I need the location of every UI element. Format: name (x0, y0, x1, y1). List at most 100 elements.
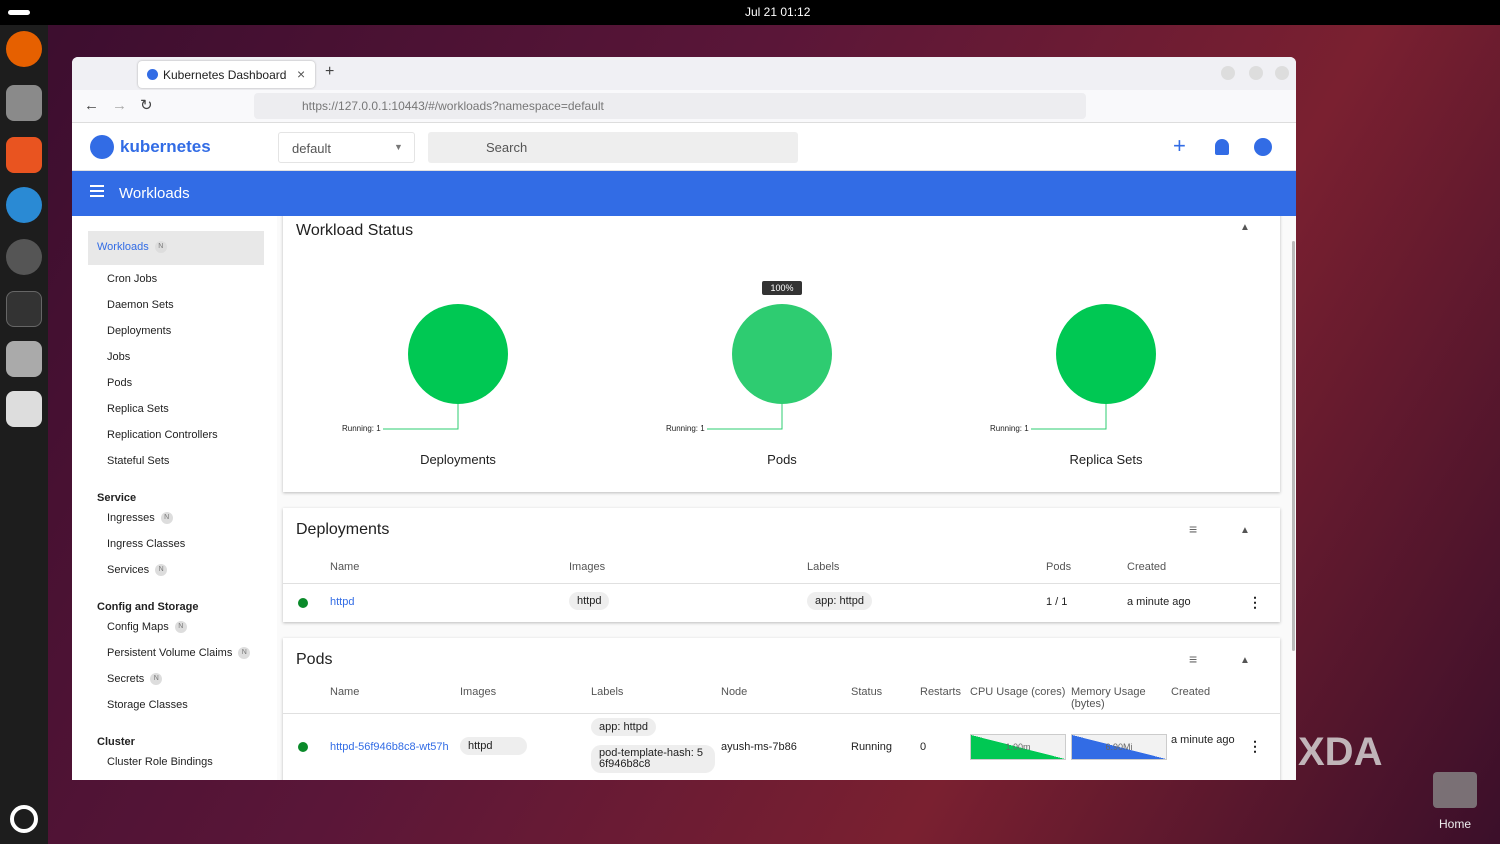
nav-item[interactable]: Config Maps N (107, 621, 187, 634)
collapse[interactable]: ▲ (1240, 222, 1250, 233)
apps-icon[interactable] (10, 805, 38, 833)
create[interactable]: + (1173, 133, 1186, 158)
nav-text[interactable]: Ingress Classes (107, 538, 186, 550)
files-icon[interactable] (6, 85, 42, 121)
more[interactable]: ⋮ (1248, 738, 1262, 754)
menu[interactable] (90, 185, 104, 187)
app-header: kubernetes default ▼ Search + (72, 123, 1296, 171)
terminal-icon[interactable] (6, 291, 42, 327)
nav-text[interactable]: Persistent Volume Claims (107, 647, 233, 659)
nav-item[interactable]: Services N (107, 564, 168, 577)
k8s-logo[interactable] (90, 135, 114, 159)
back[interactable]: ← (84, 97, 99, 114)
nav-item[interactable]: Ingress Classes (107, 538, 185, 550)
filter[interactable]: ≡ (1189, 651, 1198, 667)
new-tab[interactable]: + (325, 63, 335, 80)
nav-text[interactable]: Stateful Sets (107, 455, 170, 467)
search[interactable]: Search (486, 140, 528, 155)
url-bar[interactable]: https://127.0.0.1:10443/#/workloads?name… (254, 93, 1086, 119)
collapse[interactable]: ▲ (1240, 525, 1250, 536)
column-header[interactable]: Restarts (920, 686, 961, 698)
nav-text[interactable]: Daemon Sets (107, 299, 174, 311)
close[interactable] (1275, 66, 1289, 80)
nav-label[interactable]: Workloads N (97, 241, 167, 254)
more[interactable]: ⋮ (1248, 594, 1262, 610)
account[interactable] (1254, 138, 1272, 156)
url[interactable]: https://127.0.0.1:10443/#/workloads?name… (302, 99, 604, 113)
nav-text[interactable]: Deployments (107, 325, 172, 337)
namespace[interactable]: default (292, 141, 332, 156)
column-header[interactable]: Pods (1046, 561, 1072, 573)
nav-text[interactable]: Replication Controllers (107, 429, 218, 441)
nav-text[interactable]: Secrets (107, 673, 145, 685)
nav-text[interactable]: Services (107, 564, 150, 576)
watermark: XDA (1298, 730, 1383, 774)
nav-item[interactable]: Cluster Role Bindings (107, 756, 213, 768)
nav-text[interactable]: Replica Sets (107, 403, 169, 415)
activities[interactable] (8, 10, 30, 15)
legend-leader (383, 404, 459, 430)
tab-close[interactable]: × (297, 66, 306, 82)
nav-text[interactable]: Ingresses (107, 512, 155, 524)
firefox-icon[interactable] (6, 31, 42, 67)
search-box[interactable]: Search (428, 132, 798, 163)
brand[interactable]: kubernetes (120, 137, 211, 156)
nav-item[interactable]: Secrets N (107, 673, 163, 686)
nav-item[interactable]: Stateful Sets (107, 455, 169, 467)
nav-item[interactable]: Pods (107, 377, 132, 389)
reload[interactable]: ↻ (140, 97, 153, 114)
help-icon[interactable] (6, 187, 42, 223)
column-header[interactable]: Status (851, 686, 883, 698)
home-label[interactable]: Home (1439, 817, 1472, 831)
nav-item[interactable]: Storage Classes (107, 699, 188, 711)
drive-icon[interactable] (6, 341, 42, 377)
nav-text[interactable]: Cluster Role Bindings (107, 756, 213, 768)
minimize[interactable] (1221, 66, 1235, 80)
nav-item[interactable]: Replication Controllers (107, 429, 218, 441)
software-icon[interactable] (6, 137, 42, 173)
scrollbar[interactable] (1292, 241, 1295, 651)
column-header[interactable]: CPU Usage (cores) (970, 686, 1066, 698)
column-header[interactable]: Node (721, 686, 748, 698)
legend-leader (707, 404, 783, 430)
name[interactable]: httpd (330, 596, 355, 608)
nav-text[interactable]: Config Maps (107, 621, 169, 633)
nav-item[interactable]: Persistent Volume Claims N (107, 647, 251, 660)
nav-item[interactable]: Deployments (107, 325, 171, 337)
nav-item[interactable]: Ingresses N (107, 512, 173, 525)
notifications[interactable] (1215, 139, 1229, 155)
namespace-select[interactable]: default ▼ (278, 132, 415, 163)
dock (0, 25, 48, 844)
column-header[interactable]: Labels (807, 561, 840, 573)
nav-text[interactable]: Cron Jobs (107, 273, 158, 285)
column-header[interactable]: Name (330, 686, 360, 698)
tab-title[interactable]: Kubernetes Dashboard (163, 68, 287, 82)
column-header[interactable]: Images (569, 561, 606, 573)
trash-icon[interactable] (6, 391, 42, 427)
nav-item-selected[interactable]: Workloads N (88, 231, 264, 265)
nav-text[interactable]: Pods (107, 377, 133, 389)
nav-item[interactable]: Replica Sets (107, 403, 169, 415)
tab[interactable]: Kubernetes Dashboard × (138, 61, 315, 88)
name[interactable]: httpd-56f946b8c8-wt57h (330, 741, 449, 753)
filter[interactable]: ≡ (1189, 521, 1198, 537)
nav-item[interactable]: Daemon Sets (107, 299, 174, 311)
forward[interactable]: → (112, 97, 127, 114)
collapse[interactable]: ▲ (1240, 655, 1250, 666)
nav-text[interactable]: Jobs (107, 351, 131, 363)
maximize[interactable] (1249, 66, 1263, 80)
column-header[interactable]: Memory Usage (bytes) (1071, 686, 1146, 710)
clock[interactable]: Jul 21 01:12 (745, 5, 811, 19)
nav-item[interactable]: Jobs (107, 351, 130, 363)
column-header[interactable]: Labels (591, 686, 624, 698)
nav-item[interactable]: Cron Jobs (107, 273, 157, 285)
column-header[interactable]: Created (1171, 686, 1211, 698)
settings-icon[interactable] (6, 239, 42, 275)
home-icon[interactable] (1433, 772, 1477, 808)
nav-text[interactable]: Workloads (97, 241, 149, 253)
column-header[interactable]: Created (1127, 561, 1167, 573)
nav-text[interactable]: Storage Classes (107, 699, 188, 711)
column-header[interactable]: Images (460, 686, 497, 698)
usage-sparkline: 6.90Mi (1071, 734, 1167, 760)
column-header[interactable]: Name (330, 561, 360, 573)
